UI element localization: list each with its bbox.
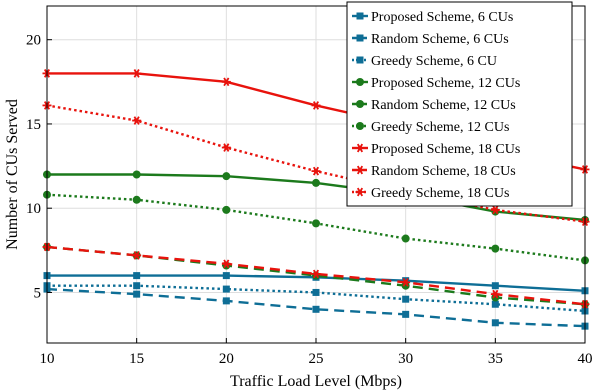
data-point	[133, 272, 141, 280]
data-point	[133, 290, 141, 298]
legend-marker	[356, 122, 364, 130]
data-point	[491, 300, 499, 308]
legend-marker	[356, 100, 364, 108]
legend-label: Random Scheme, 18 CUs	[371, 164, 516, 179]
data-point	[490, 205, 500, 215]
legend-label: Proposed Scheme, 12 CUs	[371, 76, 520, 91]
data-point	[491, 319, 499, 327]
legend-item: Proposed Scheme, 6 CUs	[352, 10, 513, 25]
data-point	[222, 285, 230, 293]
legend-label: Proposed Scheme, 18 CUs	[371, 142, 520, 157]
x-tick-label: 20	[219, 351, 234, 367]
data-point	[221, 77, 231, 87]
legend-item: Random Scheme, 6 CUs	[352, 32, 509, 47]
legend-marker	[355, 187, 365, 197]
y-tick-label: 20	[26, 33, 41, 49]
legend-item: Proposed Scheme, 12 CUs	[352, 76, 520, 91]
x-tick-label: 30	[398, 351, 413, 367]
data-point	[401, 281, 410, 290]
legend-label: Random Scheme, 6 CUs	[371, 32, 509, 47]
legend-item: Greedy Scheme, 6 CU	[352, 54, 497, 69]
data-point	[312, 288, 320, 296]
data-point	[490, 289, 500, 299]
x-tick-label: 40	[578, 351, 593, 367]
legend-marker	[355, 165, 365, 175]
legend-label: Greedy Scheme, 6 CU	[371, 54, 497, 69]
y-tick-label: 10	[26, 201, 41, 217]
axis-ticks: 10 15 20 25 30 35 40 5 10 15 20	[26, 33, 593, 367]
legend-marker	[356, 34, 364, 42]
legend-marker	[356, 56, 364, 64]
x-tick-label: 25	[309, 351, 324, 367]
legend-item: Random Scheme, 18 CUs	[352, 164, 516, 179]
data-point	[491, 244, 500, 253]
series-8	[42, 242, 590, 309]
data-point	[132, 170, 141, 179]
legend-label: Greedy Scheme, 12 CUs	[371, 120, 509, 135]
y-tick-label: 15	[26, 117, 41, 133]
legend-label: Greedy Scheme, 18 CUs	[371, 186, 509, 201]
data-point	[402, 295, 410, 303]
x-tick-label: 15	[129, 351, 144, 367]
data-point	[311, 101, 321, 110]
data-point	[221, 143, 231, 152]
legend-item: Greedy Scheme, 12 CUs	[352, 120, 509, 135]
y-axis-label: Number of CUs Served	[4, 99, 21, 250]
data-point	[222, 172, 231, 181]
data-point	[312, 178, 320, 187]
x-tick-label: 35	[488, 351, 503, 367]
legend-box	[346, 1, 573, 207]
data-point	[401, 234, 410, 243]
series-group	[42, 69, 590, 330]
data-point	[311, 166, 321, 176]
x-axis-label: Traffic Load Level (Mbps)	[230, 373, 402, 390]
data-point	[312, 305, 320, 313]
data-point	[133, 282, 141, 290]
data-point	[132, 251, 142, 260]
legend-item: Random Scheme, 12 CUs	[352, 98, 516, 113]
legend-item: Greedy Scheme, 18 CUs	[352, 186, 509, 201]
legend-marker	[356, 78, 364, 86]
legend-marker	[356, 12, 364, 20]
legend-label: Random Scheme, 12 CUs	[371, 98, 516, 113]
data-point	[132, 69, 142, 78]
data-point	[222, 272, 230, 280]
data-point	[132, 195, 141, 204]
data-point	[401, 277, 411, 287]
data-point	[222, 205, 231, 214]
data-point	[312, 219, 320, 228]
data-point	[491, 282, 499, 290]
data-point	[221, 259, 231, 269]
legend: Proposed Scheme, 6 CUs Random Scheme, 6 C…	[346, 1, 573, 207]
y-tick-label: 5	[34, 285, 42, 301]
legend-item: Proposed Scheme, 18 CUs	[352, 142, 520, 157]
x-tick-label: 10	[40, 351, 55, 367]
legend-label: Proposed Scheme, 6 CUs	[371, 10, 513, 25]
legend-marker	[355, 143, 365, 153]
data-point	[402, 310, 410, 318]
data-point	[132, 116, 142, 125]
data-point	[222, 297, 230, 305]
data-point	[311, 269, 321, 279]
